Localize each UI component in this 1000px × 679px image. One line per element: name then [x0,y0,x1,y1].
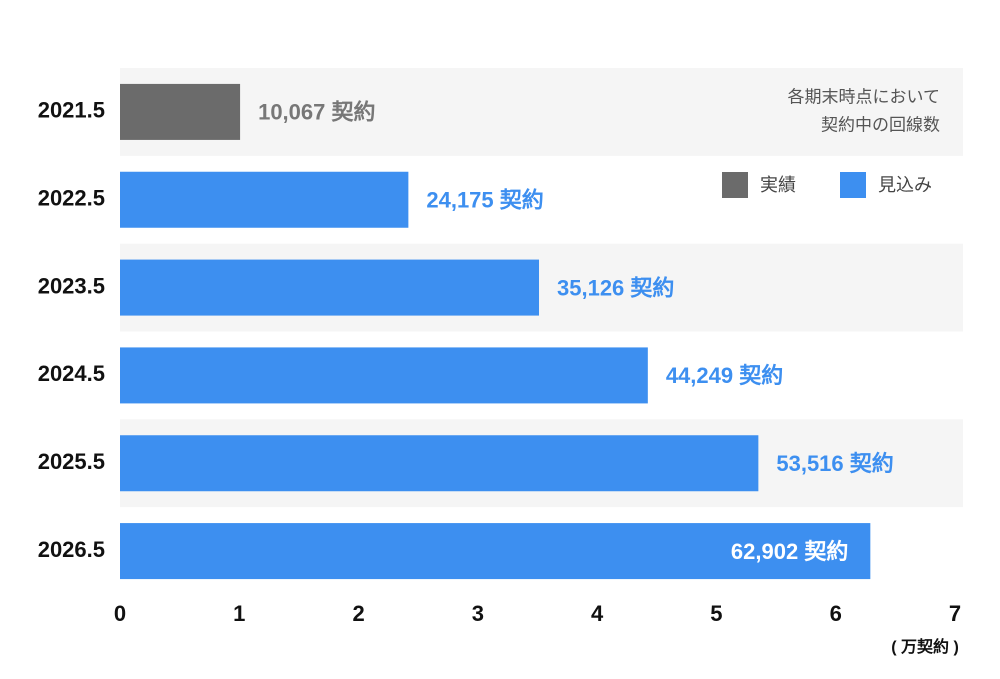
bar [120,259,540,316]
annotation: 各期末時点において [788,87,941,106]
annotation: 契約中の回線数 [821,115,940,134]
y-tick-label: 2026.5 [38,537,105,562]
x-tick-label: 0 [114,601,126,626]
legend-label: 見込み [878,175,932,195]
x-tick-label: 5 [710,601,722,626]
bar [120,83,241,140]
x-axis-label: ( 万契約 ) [891,637,959,656]
data-label: 24,175 契約 [426,188,543,213]
data-label: 44,249 契約 [666,363,783,388]
x-tick-label: 3 [472,601,484,626]
y-tick-label: 2021.5 [38,98,105,123]
bar [120,523,871,580]
legend-swatch [722,172,748,198]
bar [120,171,409,228]
x-tick-label: 7 [949,601,961,626]
row-background [120,68,963,156]
x-tick-label: 1 [233,601,245,626]
legend-label: 実績 [760,175,796,195]
data-label: 62,902 契約 [731,539,848,564]
data-label: 35,126 契約 [557,275,674,300]
bar [120,435,759,492]
x-tick-label: 6 [830,601,842,626]
y-tick-label: 2023.5 [38,273,105,298]
y-tick-label: 2024.5 [38,361,105,386]
y-tick-label: 2022.5 [38,186,105,211]
x-tick-label: 4 [591,601,604,626]
legend-swatch [840,172,866,198]
data-label: 53,516 契約 [776,451,893,476]
x-tick-label: 2 [352,601,364,626]
data-label: 10,067 契約 [258,100,375,125]
bar [120,347,648,404]
y-tick-label: 2025.5 [38,449,105,474]
plot: 0 1 2 3 4 5 6 7 2021.5 2022.5 2023.5 2024.5 2025.5 20… [38,68,963,626]
